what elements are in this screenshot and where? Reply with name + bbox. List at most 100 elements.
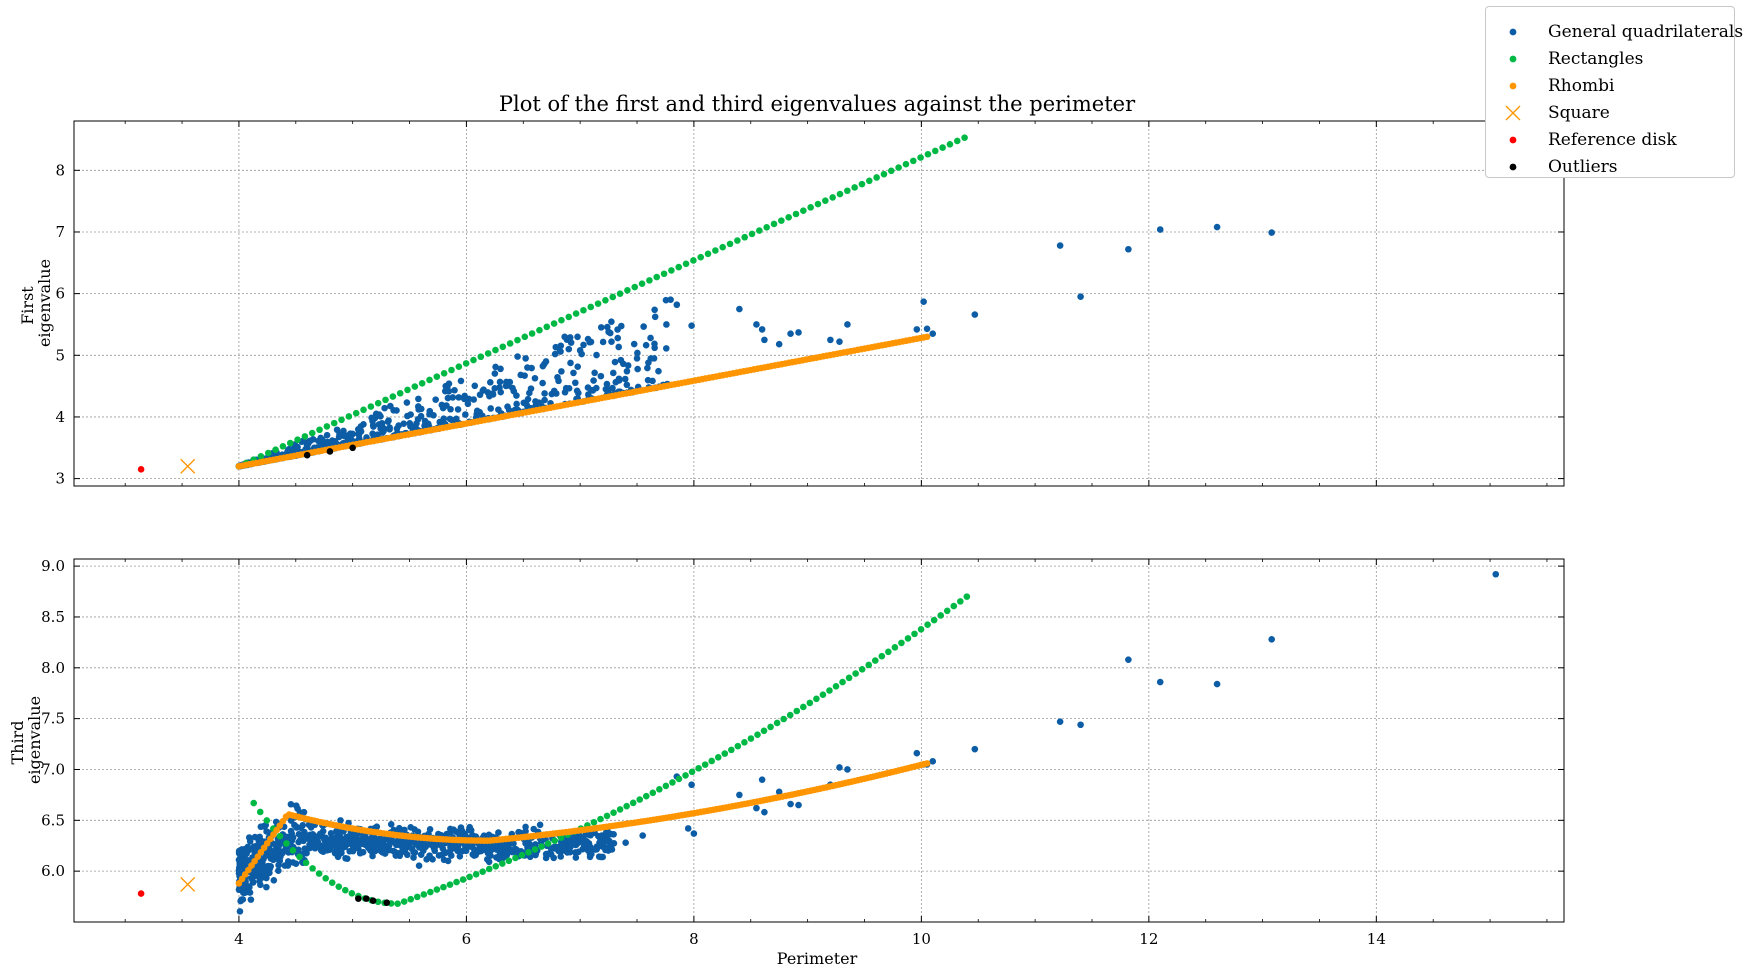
point-general-cloud — [403, 399, 411, 406]
point-rectangle — [413, 893, 421, 901]
point-rectangle — [286, 439, 294, 447]
point-outlier — [363, 895, 370, 902]
point-rectangle — [786, 711, 794, 719]
point-rectangle — [279, 443, 287, 450]
point-general-cloud — [561, 388, 569, 396]
point-general-cloud — [444, 857, 452, 865]
point-general-cloud — [294, 805, 301, 812]
point-reference-disk — [137, 466, 145, 473]
point-rectangle — [477, 353, 485, 361]
point-general-cloud — [623, 381, 631, 389]
point-general-cloud — [590, 377, 597, 384]
point-rectangle — [616, 806, 624, 813]
point-rectangle — [844, 187, 851, 195]
point-rectangle — [352, 409, 360, 417]
point-general — [622, 839, 629, 846]
tick-label-y-bottom-7.5: 7.5 — [41, 710, 65, 728]
point-general-cloud — [257, 823, 265, 831]
point-general-cloud — [531, 374, 539, 382]
point-rectangle — [902, 160, 910, 168]
point-rectangle — [455, 363, 463, 370]
point-general — [795, 329, 802, 336]
point-general-cloud — [236, 858, 244, 865]
point-general-cloud — [457, 824, 465, 831]
point-general-cloud — [270, 877, 278, 884]
point-general-cloud — [591, 369, 598, 377]
point-general — [673, 301, 681, 309]
point-rectangle — [506, 340, 514, 347]
point-general-cloud — [491, 370, 499, 377]
legend-marker-rectangles — [1509, 55, 1517, 63]
point-general-cloud — [275, 841, 283, 849]
legend-marker-reference-disk — [1509, 136, 1517, 144]
point-rectangle — [360, 406, 367, 414]
legend-label-rectangles: Rectangles — [1548, 49, 1644, 69]
point-general — [542, 358, 550, 365]
point-rectangle — [636, 796, 644, 803]
point-general-cloud — [608, 318, 615, 325]
points-bottom — [137, 570, 1500, 915]
point-general-cloud — [267, 863, 274, 870]
point-general — [736, 305, 743, 313]
point-general — [639, 832, 647, 839]
point-rectangle — [924, 621, 931, 629]
point-rectangle — [799, 703, 807, 711]
point-general-cloud — [574, 363, 582, 370]
point-rectangle — [704, 250, 712, 258]
point-general — [753, 804, 760, 812]
panel-first-eigenvalue: 3 4 5 6 7 8 First eigenvalue — [18, 120, 1565, 488]
point-general-cloud — [247, 896, 255, 903]
point-general-cloud — [442, 849, 450, 856]
point-general-cloud — [513, 400, 520, 408]
point-general-cloud — [396, 852, 404, 860]
point-rectangle — [747, 735, 755, 742]
legend-label-outliers: Outliers — [1548, 157, 1618, 177]
point-general-cloud — [306, 844, 314, 852]
legend-item-rectangles: Rectangles — [1486, 46, 1734, 72]
point-general-cloud — [368, 849, 376, 856]
point-general-cloud — [610, 831, 617, 838]
point-general-cloud — [572, 849, 579, 856]
point-rectangle — [453, 878, 460, 886]
point-general-cloud — [454, 406, 462, 413]
legend-item-square: Square — [1486, 100, 1734, 126]
point-general-cloud — [447, 405, 454, 413]
point-rectangle — [536, 326, 543, 334]
point-general-cloud — [379, 429, 386, 436]
point-rectangle — [646, 277, 653, 284]
legend-item-rhombi: Rhombi — [1486, 73, 1734, 99]
tick-label-y-top-3: 3 — [55, 470, 65, 488]
point-general-cloud — [404, 412, 411, 420]
ylabel-top-line2: eigenvalue — [35, 259, 54, 347]
point-general — [576, 347, 584, 354]
point-rectangle — [345, 413, 353, 420]
point-general-cloud — [485, 858, 493, 866]
point-rectangle — [597, 815, 604, 823]
point-general-cloud — [487, 405, 495, 412]
point-general-cloud — [406, 419, 414, 427]
point-reference-disk — [137, 890, 145, 897]
point-general-cloud — [542, 854, 550, 862]
panel-third-eigenvalue: 4 6 8 10 12 14 6.0 6.5 7.0 7.5 8.0 8.5 9.0 Third eig… — [8, 557, 1565, 968]
point-rectangle — [389, 393, 397, 400]
point-general — [913, 749, 921, 757]
point-rectangle — [602, 296, 609, 304]
point-general — [1213, 680, 1221, 688]
point-rectangle — [712, 247, 719, 254]
point-general-cloud — [331, 836, 339, 843]
point-rectangle — [531, 846, 539, 853]
point-general-cloud — [477, 847, 485, 855]
point-rectangle — [690, 257, 697, 264]
point-general-cloud — [241, 849, 249, 857]
point-general-cloud — [623, 367, 631, 375]
point-rectangle — [891, 644, 899, 651]
point-rectangle — [396, 389, 404, 397]
point-rectangle — [826, 687, 833, 694]
point-rectangle — [610, 809, 617, 816]
point-general-cloud — [524, 395, 532, 403]
point-rectangle — [819, 691, 827, 698]
point-rectangle — [492, 862, 500, 870]
tick-label-x-8: 8 — [689, 930, 699, 948]
point-general — [761, 808, 768, 816]
point-general — [650, 355, 658, 362]
